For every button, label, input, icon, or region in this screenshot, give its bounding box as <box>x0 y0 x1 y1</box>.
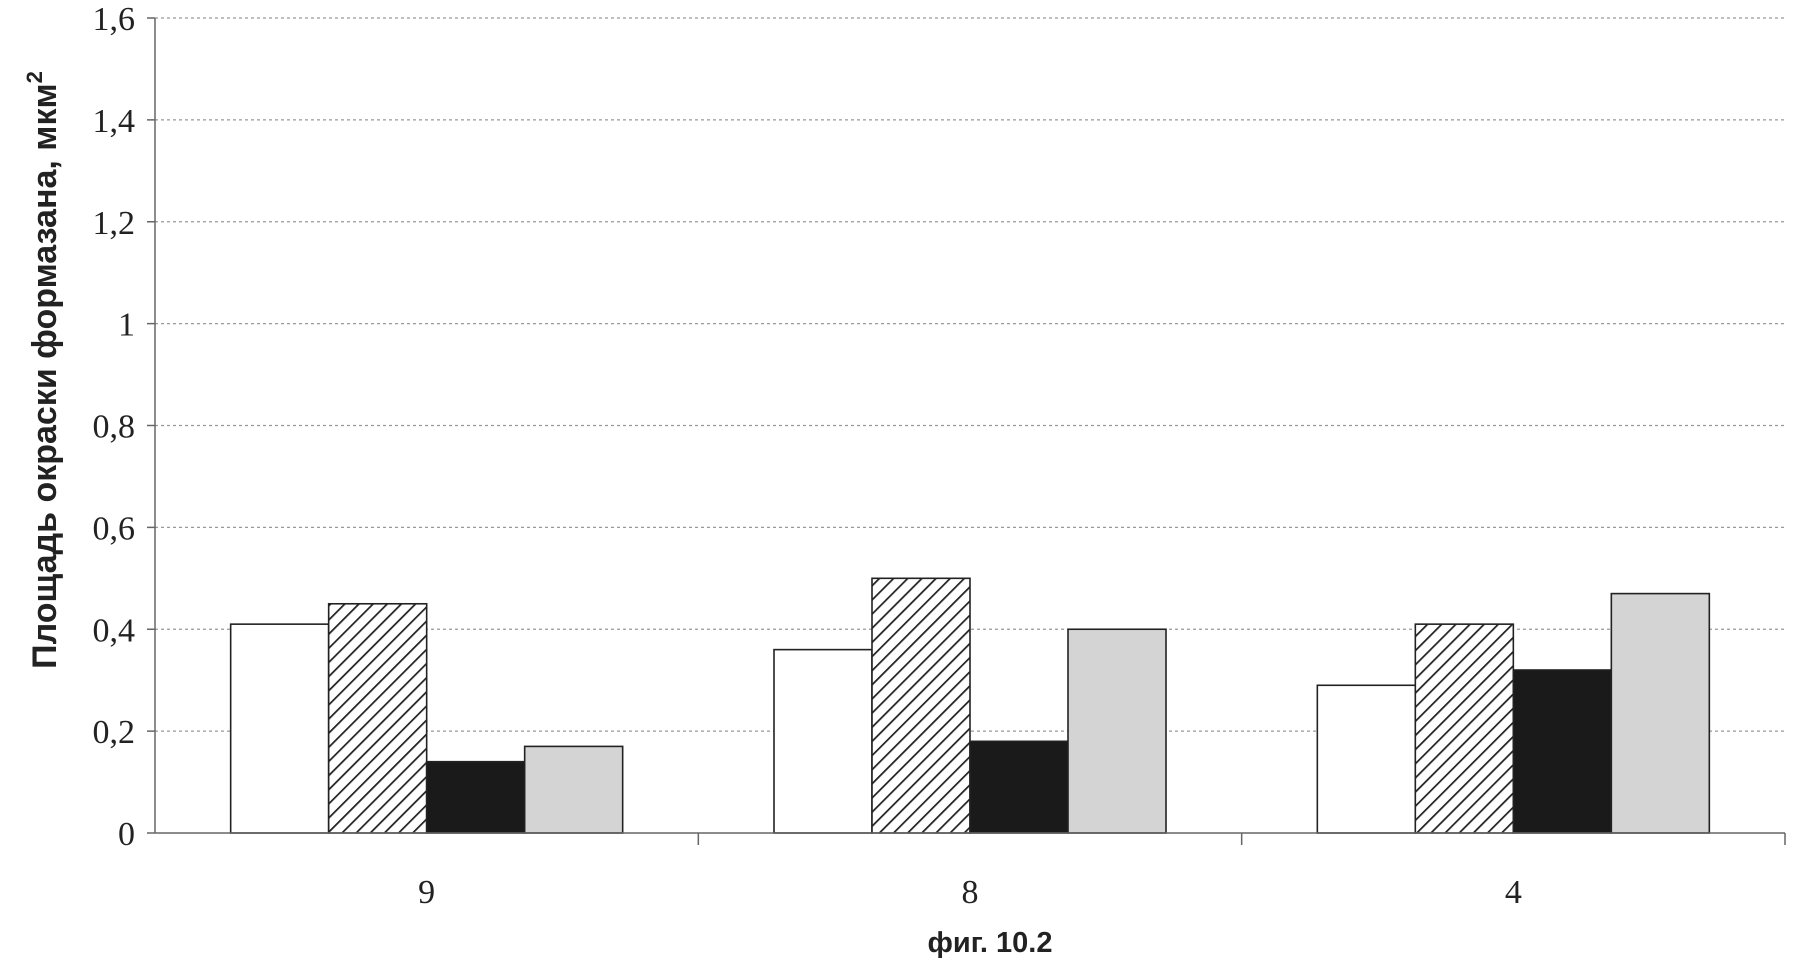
y-tick-labels: 0 0,2 0,4 0,6 0,8 1 1,2 1,4 1,6 <box>93 1 136 853</box>
y-tick-label: 1,2 <box>93 205 136 242</box>
bar <box>872 578 970 833</box>
bar <box>427 762 525 833</box>
x-tick-label: 9 <box>418 874 435 911</box>
y-tick-label: 0,6 <box>93 510 136 547</box>
bar <box>1317 685 1415 833</box>
y-tick-label: 1 <box>118 307 135 344</box>
bar <box>329 604 427 833</box>
x-tick-label: 4 <box>1505 874 1522 911</box>
x-tick-label: 8 <box>962 874 979 911</box>
bar <box>1068 629 1166 833</box>
bar <box>970 741 1068 833</box>
bar <box>1415 624 1513 833</box>
bars <box>231 578 1710 833</box>
bar <box>774 650 872 833</box>
bar <box>525 746 623 833</box>
y-tick-label: 0,2 <box>93 714 136 751</box>
bar <box>1513 670 1611 833</box>
bar <box>1611 594 1709 833</box>
bar <box>231 624 329 833</box>
bar-chart: 0 0,2 0,4 0,6 0,8 1 1,2 1,4 1,6 9 8 4 Площадь окра… <box>0 0 1804 972</box>
y-axis-label: Площадь окраски формазана, мкм2 <box>22 71 64 669</box>
y-tick-label: 0 <box>118 816 135 853</box>
figure-caption: фиг. 10.2 <box>928 927 1053 959</box>
x-tick-labels: 9 8 4 <box>418 874 1522 911</box>
y-tick-label: 0,8 <box>93 409 136 446</box>
y-tick-label: 1,6 <box>93 1 136 38</box>
y-tick-label: 1,4 <box>93 103 136 140</box>
y-tick-label: 0,4 <box>93 612 136 649</box>
